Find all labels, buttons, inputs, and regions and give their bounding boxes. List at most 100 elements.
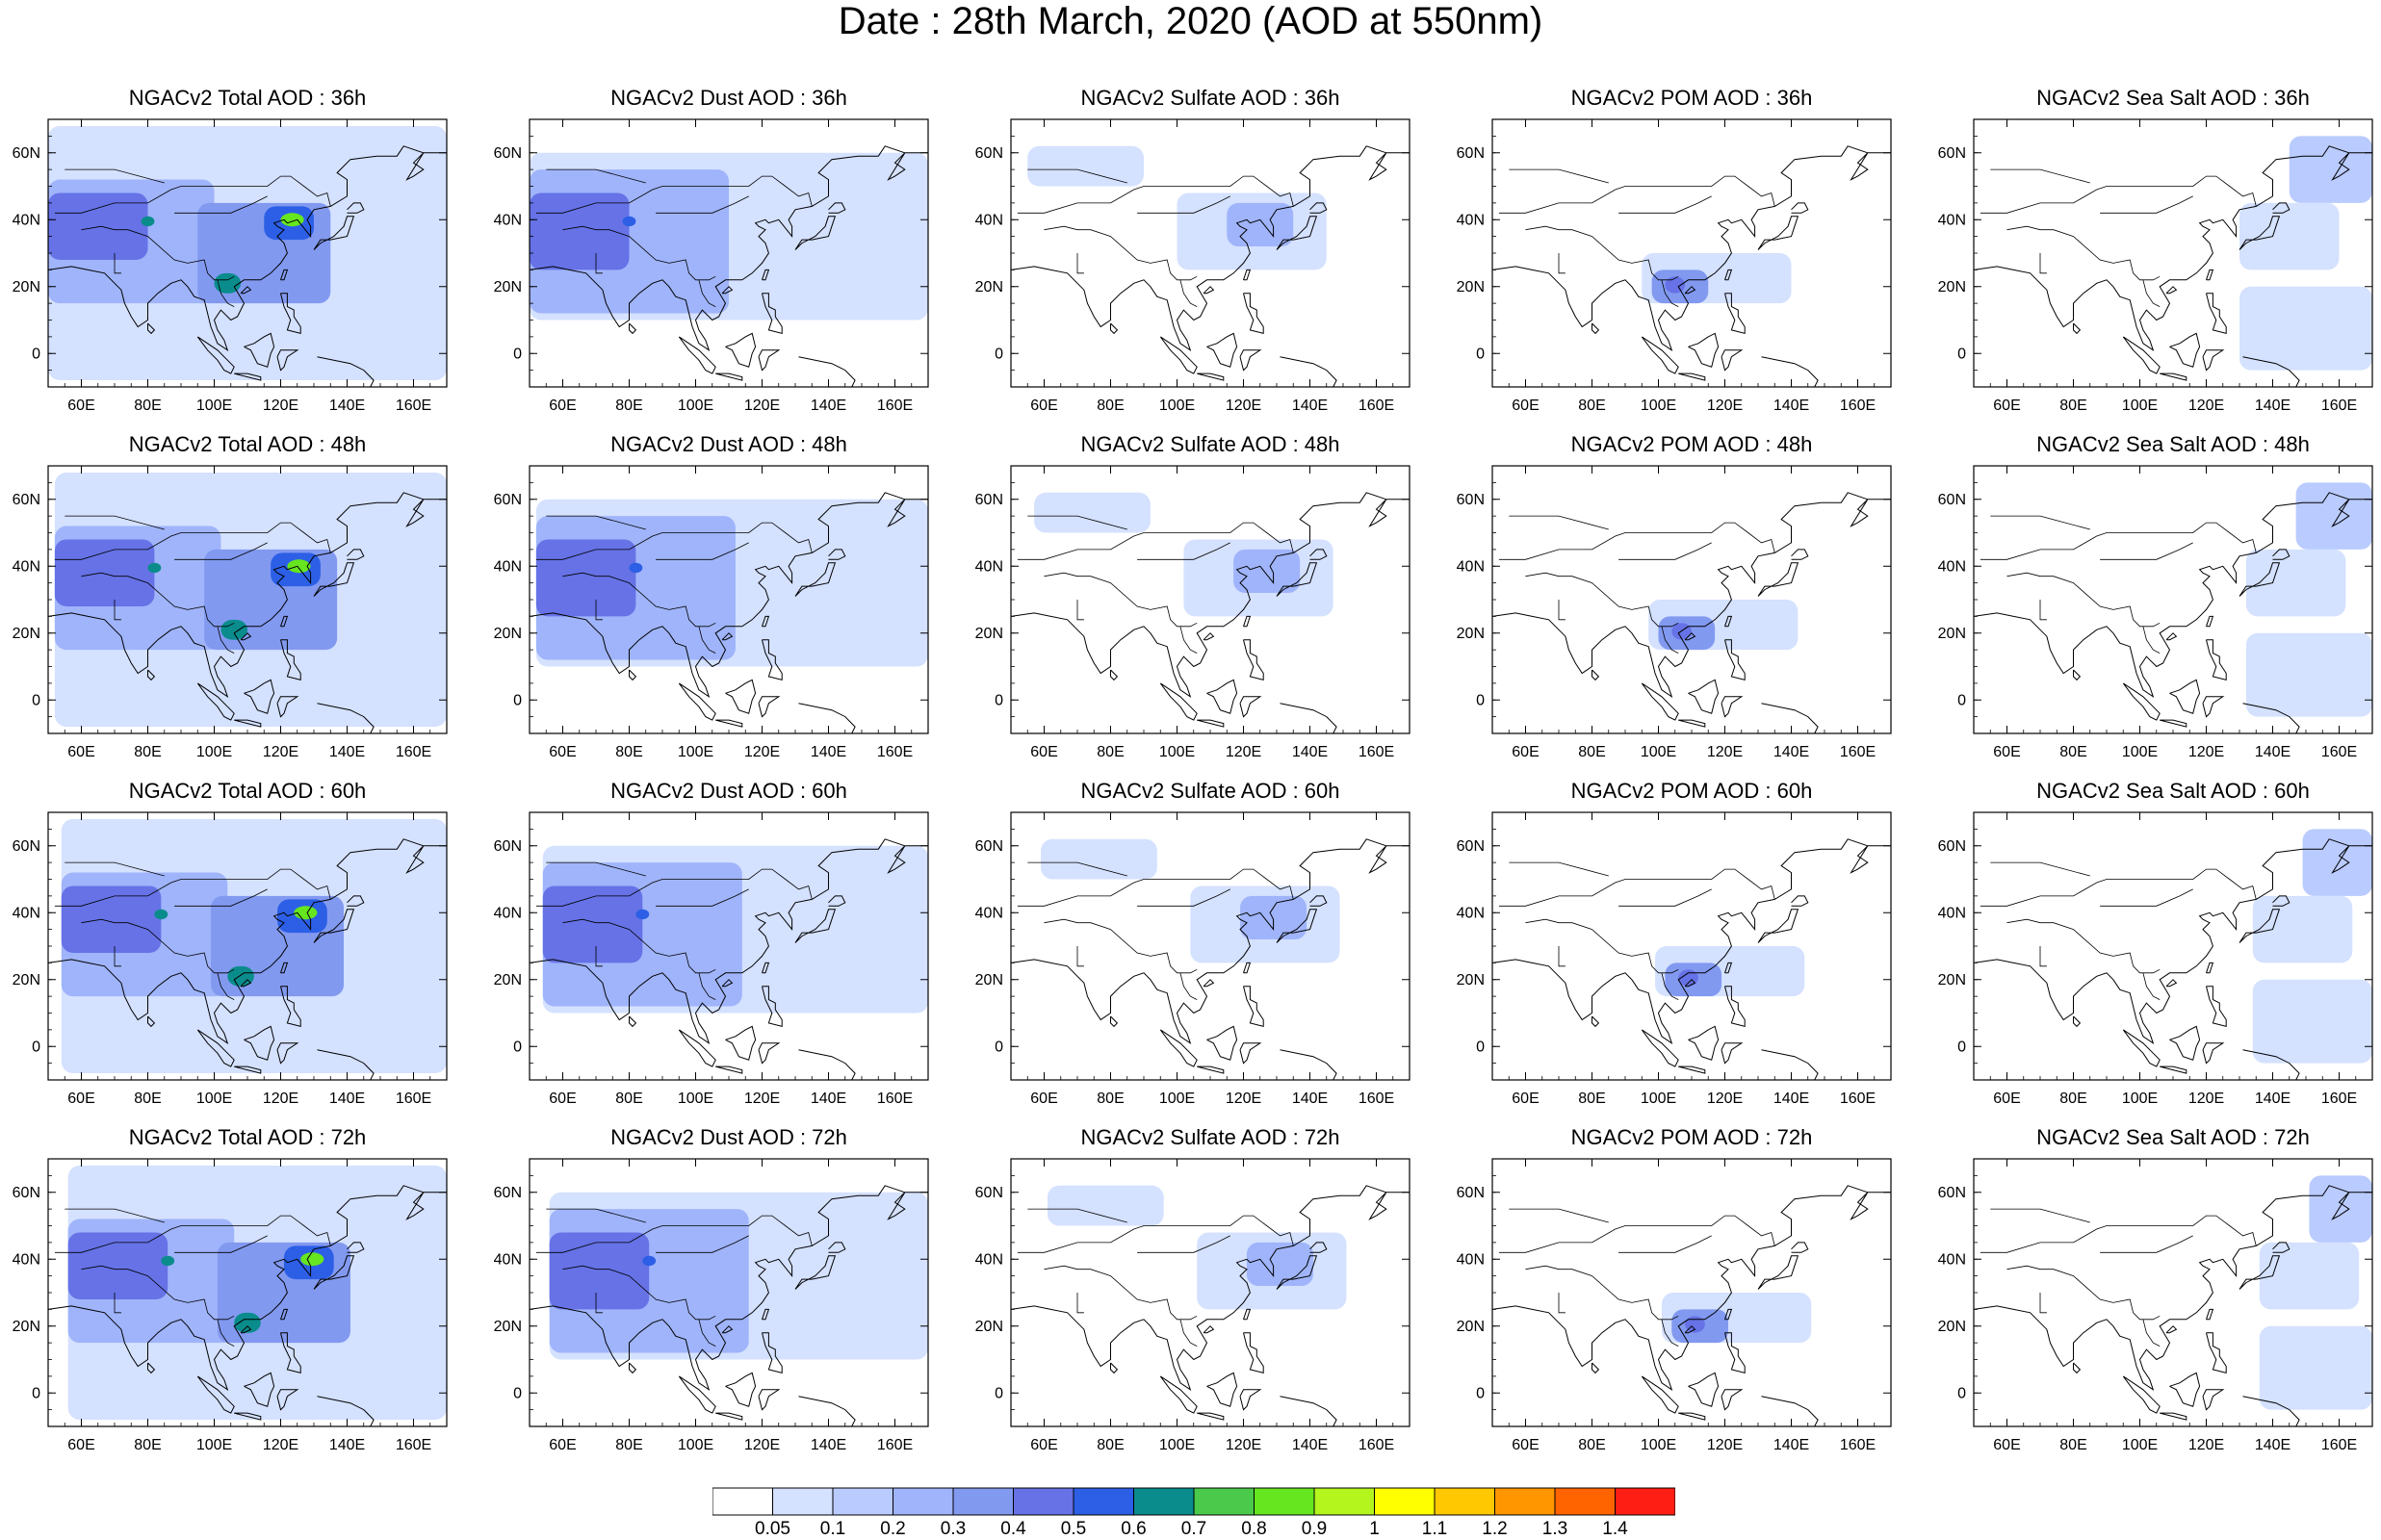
coastline (1757, 1255, 1799, 1290)
coastline (1791, 1242, 1809, 1253)
coastline (1280, 1396, 1337, 1427)
colorbar-swatch (893, 1487, 954, 1516)
x-tick-label: 160E (1840, 1091, 1876, 1107)
coastline (1973, 838, 2372, 1045)
border-line (595, 1293, 603, 1314)
x-tick-label: 100E (196, 1437, 232, 1453)
x-tick-label: 100E (2122, 744, 2158, 760)
coastline (2165, 286, 2178, 295)
border-line (1044, 918, 1198, 974)
y-tick-label: 20N (13, 972, 40, 988)
border-line (1990, 861, 2090, 877)
x-tick-label: 120E (1707, 398, 1743, 414)
coastline (1197, 1065, 1225, 1074)
coastline (2239, 562, 2281, 597)
coastline (1309, 895, 1328, 907)
coastline (529, 492, 928, 699)
coastline (2202, 349, 2225, 372)
x-tick-label: 100E (678, 1091, 713, 1107)
coastline (1724, 639, 1746, 681)
border-line (1498, 522, 1775, 560)
x-tick-label: 80E (615, 1437, 642, 1453)
panel-title: NGACv2 Total AOD : 72h (128, 1125, 367, 1149)
coastline (280, 293, 301, 335)
coastline (276, 696, 299, 718)
x-tick-label: 120E (2188, 744, 2224, 760)
x-tick-label: 100E (1159, 1091, 1195, 1107)
border-line (217, 1319, 235, 1347)
border-line (2039, 253, 2047, 274)
coastline (2202, 696, 2225, 718)
coastline (715, 719, 743, 728)
x-tick-label: 80E (1097, 398, 1124, 414)
map-plot: 60E 80E 100E 120E 140E 160E 60N 40N 20N 0 (13, 465, 448, 760)
y-tick-label: 0 (1476, 1385, 1485, 1401)
y-tick-label: 20N (1938, 279, 1966, 295)
aod-patch (2252, 895, 2353, 963)
aod-patch (2259, 1325, 2372, 1410)
x-tick-label: 120E (1226, 1091, 1261, 1107)
coastline (196, 1029, 235, 1067)
map-plot: 60E 80E 100E 120E 140E 160E 60N 40N 20N 0 (1457, 1158, 1892, 1453)
aod-patch (2245, 632, 2372, 717)
aod-patch (622, 216, 636, 227)
coastline (725, 679, 757, 714)
coastline (1206, 1372, 1238, 1407)
coastline (2242, 1396, 2300, 1427)
border-line (217, 626, 235, 654)
x-tick-label: 80E (615, 744, 642, 760)
y-tick-label: 60N (494, 492, 522, 508)
map-panel: NGACv2 Total AOD : 60h 60E 80E 100E 120E 140E… (13, 780, 448, 1118)
x-tick-label: 160E (877, 1091, 913, 1107)
border-line (1558, 600, 1566, 621)
y-tick-label: 40N (1457, 558, 1485, 575)
coastline (715, 1412, 743, 1421)
x-tick-label: 160E (396, 398, 431, 414)
x-tick-label: 120E (263, 1437, 298, 1453)
coastline (1239, 696, 1262, 718)
panel-title: NGACv2 POM AOD : 36h (1570, 86, 1813, 110)
border-line (217, 279, 235, 307)
coastline (1206, 1025, 1238, 1061)
map-plot: 60E 80E 100E 120E 140E 160E 60N 40N 20N 0 (1938, 811, 2373, 1107)
coastline (1724, 615, 1733, 628)
x-tick-label: 140E (1773, 1091, 1809, 1107)
map-plot: 60E 80E 100E 120E 140E 160E 60N 40N 20N 0 (13, 1158, 448, 1453)
border-line (1990, 168, 2090, 184)
coastline (721, 1325, 734, 1334)
coastline (1688, 332, 1720, 368)
x-tick-label: 140E (2255, 744, 2290, 760)
border-line (1027, 861, 1127, 877)
border-line (1661, 1319, 1679, 1347)
coastline (147, 322, 156, 335)
coastline (2073, 1362, 2082, 1374)
y-tick-label: 0 (1957, 692, 1966, 708)
coastline (1973, 492, 2372, 699)
border-line (2100, 1235, 2193, 1253)
x-tick-label: 60E (1512, 1091, 1539, 1107)
border-line (54, 522, 331, 560)
coastline (678, 682, 716, 721)
colorbar-label: 0.05 (755, 1519, 790, 1539)
y-tick-label: 20N (1938, 1319, 1966, 1335)
coastline (1724, 1332, 1746, 1374)
coastline (313, 909, 355, 943)
aod-patch (300, 1252, 324, 1267)
coastline (2073, 1015, 2082, 1028)
coastline (1791, 202, 1809, 214)
coastline (798, 703, 856, 734)
y-tick-label: 40N (13, 1251, 40, 1268)
coastline (721, 286, 734, 295)
y-tick-label: 40N (1938, 212, 1966, 228)
colorbar-label: 1.1 (1421, 1519, 1448, 1539)
x-tick-label: 100E (1159, 398, 1195, 414)
y-tick-label: 0 (513, 1039, 522, 1055)
x-tick-label: 140E (2255, 398, 2290, 414)
coastline (280, 1308, 289, 1321)
x-tick-label: 160E (1359, 744, 1394, 760)
coastline (2239, 909, 2281, 943)
border-line (174, 1235, 268, 1253)
coastline (196, 336, 235, 374)
aod-patch (530, 192, 630, 270)
x-tick-label: 80E (1097, 1091, 1124, 1107)
